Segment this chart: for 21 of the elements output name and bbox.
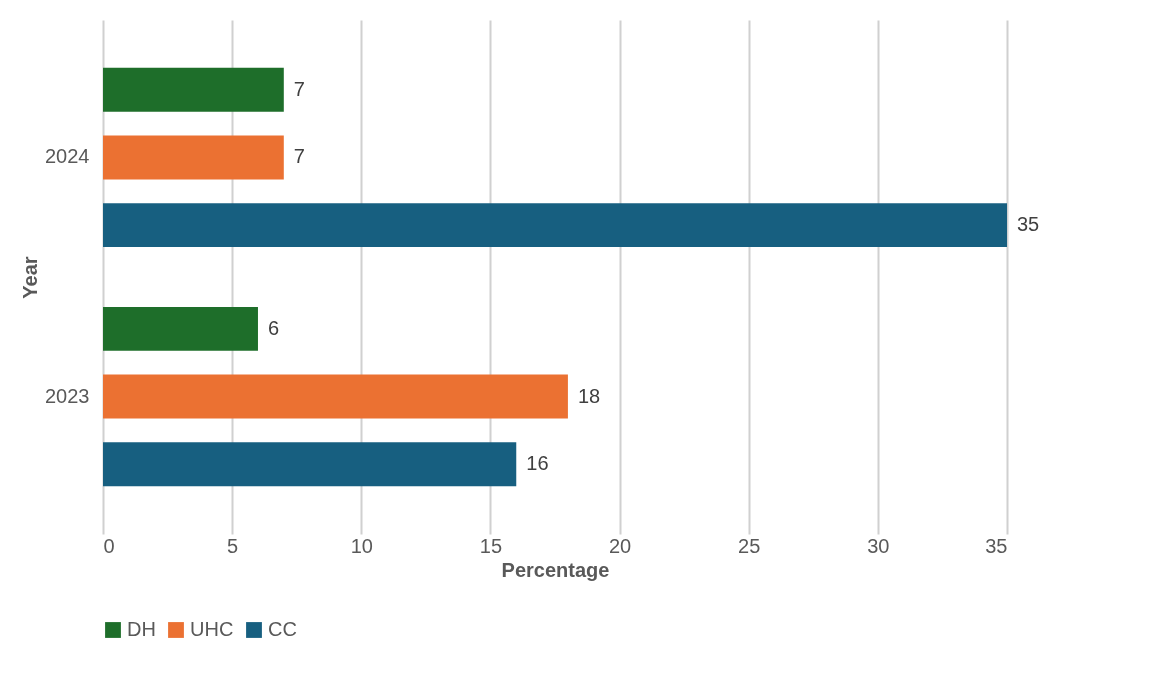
x-axis-title: Percentage bbox=[501, 558, 610, 581]
legend-label: CC bbox=[268, 618, 297, 640]
legend-label: UHC bbox=[190, 618, 234, 640]
x-tick-label: 15 bbox=[479, 534, 503, 557]
x-tick-label: 5 bbox=[227, 534, 239, 557]
data-label: 6 bbox=[267, 316, 280, 339]
x-tick-label: 35 bbox=[985, 534, 1008, 557]
x-tick-label: 30 bbox=[867, 534, 890, 557]
x-tick-label: 20 bbox=[608, 534, 632, 557]
x-tick-label: 25 bbox=[738, 534, 761, 557]
y-tick-label: 2024 bbox=[45, 145, 90, 168]
x-tick-label: 10 bbox=[350, 534, 373, 557]
data-label: 7 bbox=[293, 77, 305, 100]
legend-label: DH bbox=[127, 618, 156, 640]
y-tick-label: 2023 bbox=[45, 384, 90, 407]
x-tick-label: 0 bbox=[103, 534, 115, 557]
data-label: 18 bbox=[577, 384, 601, 407]
y-axis-title: Year bbox=[19, 256, 42, 299]
data-label: 16 bbox=[526, 452, 549, 475]
data-label: 7 bbox=[293, 145, 305, 168]
data-label: 35 bbox=[1017, 213, 1040, 236]
